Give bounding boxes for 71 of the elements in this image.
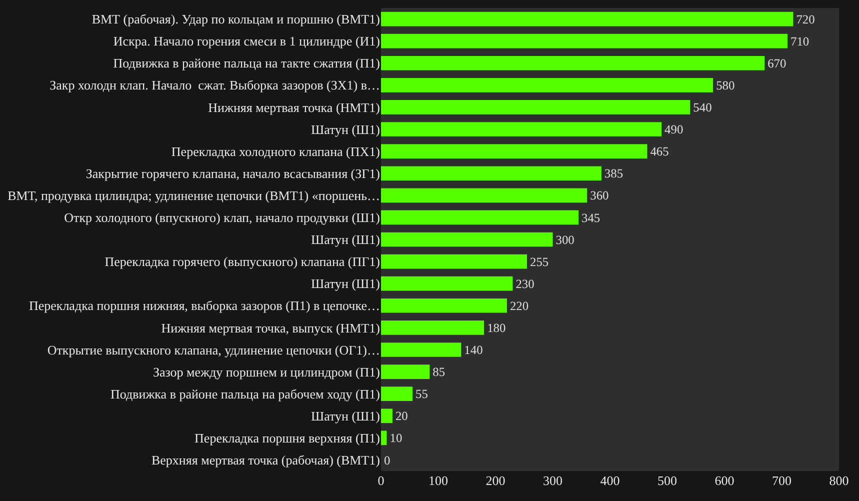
data-label: 255 (530, 254, 549, 269)
data-label: 345 (582, 210, 600, 225)
bar (381, 342, 462, 357)
x-tick-label: 800 (829, 473, 849, 488)
bar (381, 56, 765, 70)
data-label: 20 (395, 409, 408, 424)
bar (381, 34, 788, 48)
bar (381, 298, 507, 313)
bar (381, 122, 662, 136)
data-label: 85 (432, 365, 446, 380)
bar (381, 320, 484, 335)
y-tick-label: Шатун (Ш1) (310, 122, 380, 137)
data-label: 220 (510, 298, 529, 313)
x-tick-label: 400 (600, 473, 620, 488)
y-tick-label: Закр холодн клап. Начало сжат. Выборка зазоров (ЗХ1) в… (50, 78, 380, 93)
y-tick-label: Верхняя мертвая точка (рабочая) (ВМТ1) (151, 452, 380, 468)
y-tick-label: ВМТ, продувка цилиндра; удлинение цепочки (ВМТ1) «поршень… (8, 188, 380, 203)
x-tick-label: 700 (772, 473, 792, 488)
x-tick-label: 200 (486, 473, 506, 488)
y-tick-label: Подвижка в районе пальца на такте сжатия (П1) (113, 56, 380, 71)
x-tick-label: 600 (714, 473, 734, 488)
data-label: 360 (590, 188, 609, 203)
bar (381, 276, 513, 291)
bar (381, 386, 412, 401)
data-label: 10 (390, 431, 402, 446)
data-label: 300 (556, 232, 574, 247)
data-label: 490 (664, 122, 684, 137)
bar (381, 408, 392, 424)
y-tick-label: Зазор между поршнем и цилиндром (П1) (152, 364, 380, 380)
bar (381, 166, 602, 181)
data-label: 385 (604, 166, 624, 181)
y-tick-label: ВМТ (рабочая). Удар по кольцам и поршню (ВМТ1) (92, 12, 380, 27)
y-tick-label: Нижняя мертвая точка, выпуск (НМТ1) (161, 320, 380, 336)
data-label: 670 (768, 56, 786, 70)
data-label: 180 (487, 320, 506, 335)
y-tick-label: Шатун (Ш1) (310, 408, 380, 424)
y-tick-label: Перекладка поршня нижняя, выборка зазоров (П1) в цепочке… (28, 298, 380, 314)
bar (381, 430, 387, 446)
y-tick-label: Шатун (Ш1) (310, 276, 380, 292)
data-label: 710 (790, 34, 810, 48)
data-label: 720 (796, 12, 815, 26)
y-tick-label: Нижняя мертвая точка (НМТ1) (208, 100, 380, 115)
y-tick-label: Шатун (Ш1) (310, 232, 380, 248)
y-tick-label: Подвижка в районе пальца на рабочем ходу (П1) (110, 386, 380, 402)
y-tick-label: Откр холодного (впускного) клап, начало продувки (Ш1) (64, 210, 380, 225)
y-tick-label: Закрытие горячего клапана, начало всасывания (ЗГ1) (86, 166, 380, 181)
x-tick-label: 0 (378, 473, 384, 488)
bar (381, 364, 430, 379)
x-tick-label: 100 (428, 473, 448, 488)
y-tick-label: Искра. Начало горения смеси в 1 цилиндре (И1) (113, 34, 380, 49)
bar (381, 144, 648, 158)
y-tick-label: Перекладка холодного клапана (ПХ1) (171, 144, 380, 159)
data-label: 140 (464, 343, 483, 358)
y-tick-label: Открытие выпускного клапана, удлинение цепочки (ОГ1)… (47, 342, 380, 358)
data-label: 465 (650, 144, 669, 159)
x-tick-label: 500 (658, 473, 677, 488)
bar (381, 210, 579, 225)
bar (381, 78, 714, 92)
y-tick-label: Перекладка горячего (выпускного) клапана (ПГ1) (104, 254, 380, 270)
data-label: 540 (693, 100, 712, 115)
bar (381, 254, 527, 269)
bar (381, 100, 690, 114)
bar (381, 12, 794, 26)
bar (381, 232, 553, 247)
data-label: 0 (384, 453, 390, 468)
data-label: 230 (516, 276, 534, 291)
y-tick-label: Перекладка поршня верхняя (П1) (194, 430, 380, 446)
data-label: 580 (716, 78, 735, 92)
bar (381, 188, 588, 203)
data-label: 55 (415, 387, 428, 402)
x-tick-label: 300 (543, 473, 562, 488)
